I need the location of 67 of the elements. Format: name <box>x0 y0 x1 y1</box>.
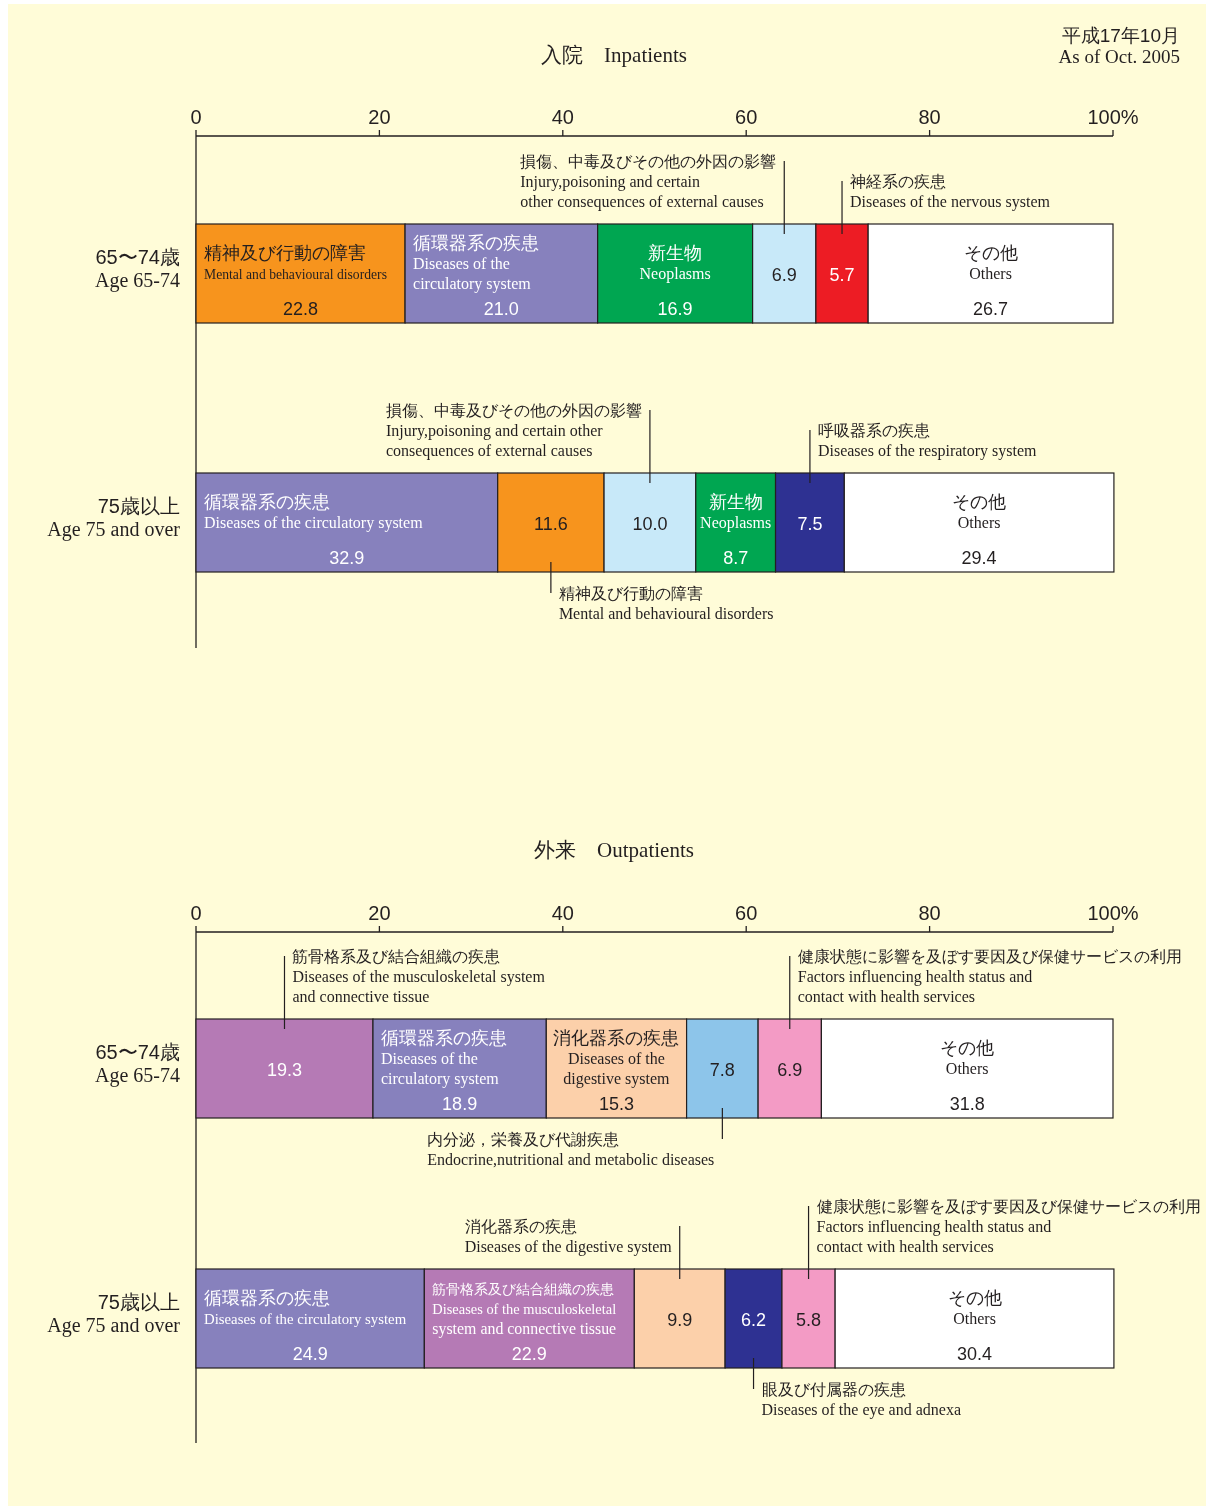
data-label: 6.9 <box>777 1060 803 1080</box>
x-tick-label: 20 <box>368 106 391 128</box>
data-label: 9.9 <box>667 1310 693 1330</box>
text: 平成17年10月 As of Oct. 2005 <box>1058 25 1180 67</box>
y-tick-label: 75歳以上 Age 75 and over <box>47 1291 181 1337</box>
series-label: 精神及び行動の障害 Mental and behavioural disorders <box>558 585 774 622</box>
series-label: その他 Others <box>947 1288 1002 1327</box>
series-label: 筋骨格系及び結合組織の疾患 Diseases of the musculoskeletal system and connective tissue <box>292 948 546 1005</box>
series-label: 神経系の疾患 Diseases of the nervous system <box>850 173 1051 211</box>
data-label: 16.9 <box>657 299 693 319</box>
data-label: 5.7 <box>829 265 855 285</box>
data-label: 6.2 <box>741 1310 767 1330</box>
data-label: 6.9 <box>771 265 797 285</box>
series-label: その他 Others <box>952 492 1007 531</box>
y-tick-label: 75歳以上 Age 75 and over <box>47 495 181 541</box>
data-label: 21.0 <box>483 299 519 319</box>
series-label: 消化器系の疾患 Diseases of the digestive system <box>553 1028 680 1088</box>
y-tick-label: 65〜74歳 Age 65-74 <box>95 246 180 292</box>
series-label: その他 Others <box>963 243 1018 282</box>
x-tick-label: 80 <box>918 106 941 128</box>
x-tick-label: 40 <box>551 106 574 128</box>
data-label: 7.8 <box>709 1060 735 1080</box>
data-label: 31.8 <box>949 1094 985 1114</box>
series-label: 循環器系の疾患 Diseases of the circulatory system <box>204 1288 407 1327</box>
data-label: 5.8 <box>796 1310 822 1330</box>
x-tick-label: 60 <box>735 106 758 128</box>
chart-title: 外来 Outpatients <box>534 838 694 862</box>
data-label: 10.0 <box>632 514 668 534</box>
x-tick-label: 40 <box>551 902 574 924</box>
x-tick-label: 0 <box>190 902 202 924</box>
series-label: 損傷、中毒及びその他の外因の影響 Injury,poisoning and certain other consequences of external causes <box>520 153 777 211</box>
data-label: 11.6 <box>534 514 568 534</box>
series-label: 損傷、中毒及びその他の外因の影響 Injury,poisoning and certain other consequences of external causes <box>385 402 642 460</box>
data-label: 26.7 <box>973 299 1009 319</box>
series-label: 内分泌，栄養及び代謝疾患 Endocrine,nutritional and metabolic diseases <box>427 1131 715 1168</box>
x-tick-label: 80 <box>918 902 941 924</box>
series-label: 健康状態に影響を及ぼす要因及び保健サービスの利用 Factors influencing health status and contact with health services <box>816 1198 1201 1255</box>
data-label: 8.7 <box>723 548 749 568</box>
y-tick-label: 65〜74歳 Age 65-74 <box>95 1041 180 1087</box>
x-tick-label: 20 <box>368 902 391 924</box>
series-label: その他 Others <box>940 1038 995 1077</box>
data-label: 22.9 <box>511 1344 547 1364</box>
data-label: 22.8 <box>283 299 319 319</box>
x-tick-label: 100% <box>1087 902 1139 924</box>
data-label: 30.4 <box>957 1344 993 1364</box>
data-label: 24.9 <box>292 1344 328 1364</box>
series-label: 循環器系の疾患 Diseases of the circulatory system <box>380 1028 507 1088</box>
chart-title: 入院 Inpatients <box>541 43 687 67</box>
x-tick-label: 100% <box>1087 106 1139 128</box>
x-tick-label: 0 <box>190 106 202 128</box>
data-label: 19.3 <box>266 1060 303 1080</box>
series-label: 精神及び行動の障害 Mental and behavioural disorders <box>204 243 387 282</box>
data-label: 18.9 <box>442 1094 478 1114</box>
x-tick-label: 60 <box>735 902 758 924</box>
series-label: 新生物 Neoplasms <box>700 492 772 532</box>
data-label: 32.9 <box>329 548 365 568</box>
series-label: 消化器系の疾患 Diseases of the digestive system <box>464 1218 673 1256</box>
series-label: 呼吸器系の疾患 Diseases of the respiratory system <box>817 422 1038 460</box>
series-label: 新生物 Neoplasms <box>639 243 711 283</box>
data-label: 7.5 <box>797 514 823 534</box>
series-label: 眼及び付属器の疾患 Diseases of the eye and adnexa <box>761 1381 961 1419</box>
data-label: 15.3 <box>598 1094 634 1114</box>
series-label: 筋骨格系及び結合組織の疾患 Diseases of the musculoskeletal system and connective tissue <box>432 1281 617 1338</box>
series-label: 循環器系の疾患 Diseases of the circulatory system <box>204 492 424 532</box>
series-label: 循環器系の疾患 Diseases of the circulatory system <box>413 233 540 293</box>
series-label: 健康状態に影響を及ぼす要因及び保健サービスの利用 Factors influencing health status and contact with health services <box>797 948 1182 1005</box>
data-label: 29.4 <box>961 548 997 568</box>
